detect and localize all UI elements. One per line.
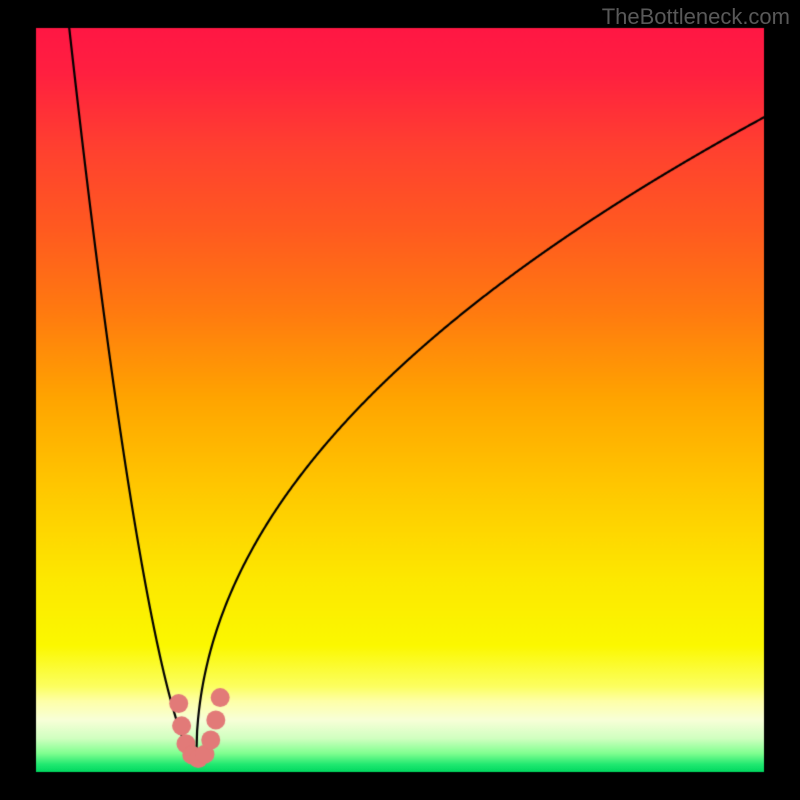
watermark-text: TheBottleneck.com xyxy=(602,4,790,30)
chart-stage: TheBottleneck.com xyxy=(0,0,800,800)
bottleneck-curve-chart xyxy=(0,0,800,800)
